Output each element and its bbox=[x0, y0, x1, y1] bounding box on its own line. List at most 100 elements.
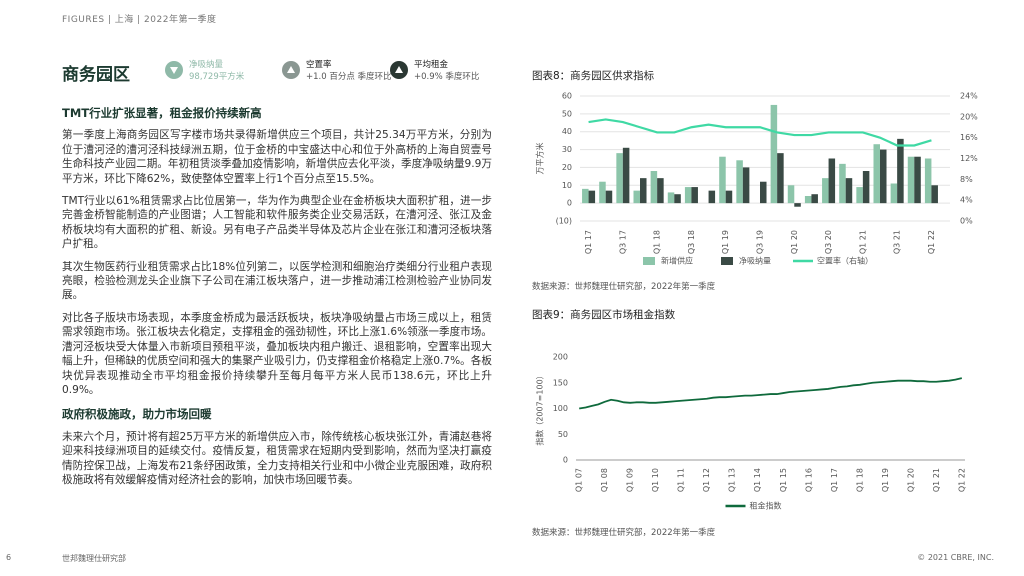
paragraph: 其次生物医药行业租赁需求占比18%位列第二，以医学检测和细胞治疗类细分行业租户表… bbox=[62, 260, 492, 302]
bar bbox=[605, 190, 613, 204]
footer-copyright: © 2021 CBRE, INC. bbox=[917, 553, 994, 562]
bar bbox=[760, 181, 767, 204]
bar bbox=[804, 196, 812, 204]
kpi-label: 平均租金 bbox=[414, 60, 449, 70]
section-title: 商务园区 bbox=[62, 65, 130, 85]
page-number: 6 bbox=[6, 553, 12, 562]
bar bbox=[708, 190, 716, 204]
header: FIGURES | 上海 | 2022年第一季度 bbox=[62, 15, 217, 25]
y-tick-label: 10 bbox=[562, 181, 572, 190]
x-tick-label: Q1 11 bbox=[677, 468, 686, 492]
x-tick-label: Q1 17 bbox=[584, 230, 593, 254]
y-tick-label: 0 bbox=[563, 456, 568, 465]
y2-tick-label: 12% bbox=[960, 154, 978, 163]
bar bbox=[742, 167, 750, 204]
y-tick-label: 50 bbox=[562, 109, 572, 118]
x-tick-label: Q1 17 bbox=[830, 468, 839, 492]
kpi-value: 98,729平方米 bbox=[189, 72, 245, 82]
x-tick-label: Q3 20 bbox=[824, 230, 833, 254]
bar bbox=[684, 187, 692, 204]
y-tick-label: 0 bbox=[567, 199, 572, 208]
x-tick-label: Q3 21 bbox=[893, 230, 902, 254]
bar bbox=[736, 160, 743, 204]
bar bbox=[907, 156, 915, 204]
paragraph: 未来六个月，预计将有超25万平方米的新增供应入市，除传统核心板块张江外，青浦赵巷… bbox=[62, 430, 492, 486]
kpi-value: +1.0 百分点 季度环比 bbox=[306, 72, 392, 82]
bar bbox=[845, 178, 853, 204]
y2-tick-label: 16% bbox=[960, 133, 978, 142]
heading: 政府积极施政，助力市场回暖 bbox=[62, 407, 212, 422]
bar bbox=[828, 158, 836, 204]
x-tick-label: Q1 18 bbox=[653, 230, 662, 254]
kpi: 空置率 +1.0 百分点 季度环比 bbox=[282, 58, 392, 82]
kpi-icon bbox=[390, 61, 408, 79]
body-text: TMT行业扩张显著，租金报价持续新高 第一季度上海商务园区写字楼市场共录得新增供… bbox=[62, 106, 492, 495]
bar bbox=[890, 183, 898, 204]
kpi-value: +0.9% 季度环比 bbox=[414, 72, 480, 82]
bar bbox=[691, 187, 698, 204]
x-tick-label: Q1 07 bbox=[575, 468, 584, 492]
x-tick-label: Q1 16 bbox=[804, 468, 813, 492]
y-tick-label: 50 bbox=[558, 430, 568, 439]
x-tick-label: Q1 19 bbox=[721, 230, 730, 254]
y-tick-label: 150 bbox=[553, 378, 568, 387]
bar bbox=[599, 181, 606, 204]
bar bbox=[674, 194, 681, 204]
chart-title: 图表9：商务园区市场租金指数 bbox=[532, 309, 676, 321]
heading: TMT行业扩张显著，租金报价持续新高 bbox=[62, 106, 262, 120]
bar bbox=[862, 171, 870, 204]
bar bbox=[787, 185, 795, 204]
x-tick-label: Q1 10 bbox=[651, 468, 660, 492]
bar bbox=[924, 158, 932, 204]
bar bbox=[856, 187, 863, 204]
bar bbox=[873, 144, 880, 204]
x-tick-label: Q1 19 bbox=[881, 468, 890, 492]
bar bbox=[633, 190, 640, 204]
x-tick-label: Q1 15 bbox=[779, 468, 788, 492]
paragraph: TMT行业以61%租赁需求占比位居第一，华为作为典型企业在金桥板块大面积扩租，进… bbox=[62, 195, 492, 251]
legend-label: 净吸纳量 bbox=[739, 256, 771, 266]
y-axis-label: 万平方米 bbox=[535, 143, 545, 175]
y-tick-label: 20 bbox=[562, 163, 572, 172]
x-tick-label: Q1 12 bbox=[702, 468, 711, 492]
paragraph: 对比各子版块市场表现，本季度金桥成为最活跃板块，板块净吸纳量占市场三成以上，租赁… bbox=[62, 311, 492, 396]
legend-label: 新增供应 bbox=[661, 256, 693, 266]
x-tick-label: Q1 22 bbox=[927, 230, 936, 254]
paragraph: 第一季度上海商务园区写字楼市场共录得新增供应三个项目，共计25.34万平方米，分… bbox=[62, 129, 493, 185]
y2-tick-label: 8% bbox=[960, 175, 973, 184]
chart-source: 数据来源：世邦魏理仕研究部，2022年第一季度 bbox=[532, 282, 716, 292]
bar bbox=[657, 178, 664, 204]
bar bbox=[616, 153, 623, 204]
x-tick-label: Q3 18 bbox=[687, 230, 696, 254]
x-tick-label: Q1 13 bbox=[728, 468, 737, 492]
x-tick-label: Q1 20 bbox=[790, 230, 799, 254]
bar bbox=[622, 147, 630, 204]
x-tick-label: Q1 21 bbox=[932, 468, 941, 492]
y-tick-label: 100 bbox=[553, 404, 568, 413]
y2-tick-label: 24% bbox=[960, 92, 978, 101]
y-tick-label: 200 bbox=[553, 353, 568, 362]
footer-org: 世邦魏理仕研究部 bbox=[62, 554, 126, 563]
x-tick-label: Q1 08 bbox=[600, 468, 609, 492]
bar bbox=[588, 190, 596, 204]
kpi-icon bbox=[165, 61, 183, 79]
y2-tick-label: 4% bbox=[960, 196, 973, 205]
y2-tick-label: 20% bbox=[960, 112, 978, 121]
line bbox=[588, 118, 932, 147]
legend-swatch bbox=[643, 257, 655, 265]
legend-swatch bbox=[721, 257, 733, 265]
chart: 0 50 100 150 200 指数（2007=100） Q1 07 Q1 08 Q1 09 Q… bbox=[535, 353, 967, 511]
legend-label: 租金指数 bbox=[750, 501, 782, 511]
kpi-icon bbox=[282, 61, 300, 79]
bar bbox=[667, 192, 675, 204]
y-tick-label: 40 bbox=[562, 127, 572, 136]
kpi: 净吸纳量 98,729平方米 bbox=[165, 58, 244, 82]
bar bbox=[770, 104, 778, 204]
bar bbox=[822, 178, 829, 204]
x-tick-label: Q1 22 bbox=[957, 468, 966, 492]
x-tick-label: Q1 20 bbox=[906, 468, 915, 492]
chart: (10) 0 10 20 30 40 50 60 0% 4% 8% 12% 16% 20% 24% 万平方米 Q… bbox=[535, 92, 979, 266]
bar bbox=[719, 156, 726, 204]
bar bbox=[839, 163, 846, 204]
